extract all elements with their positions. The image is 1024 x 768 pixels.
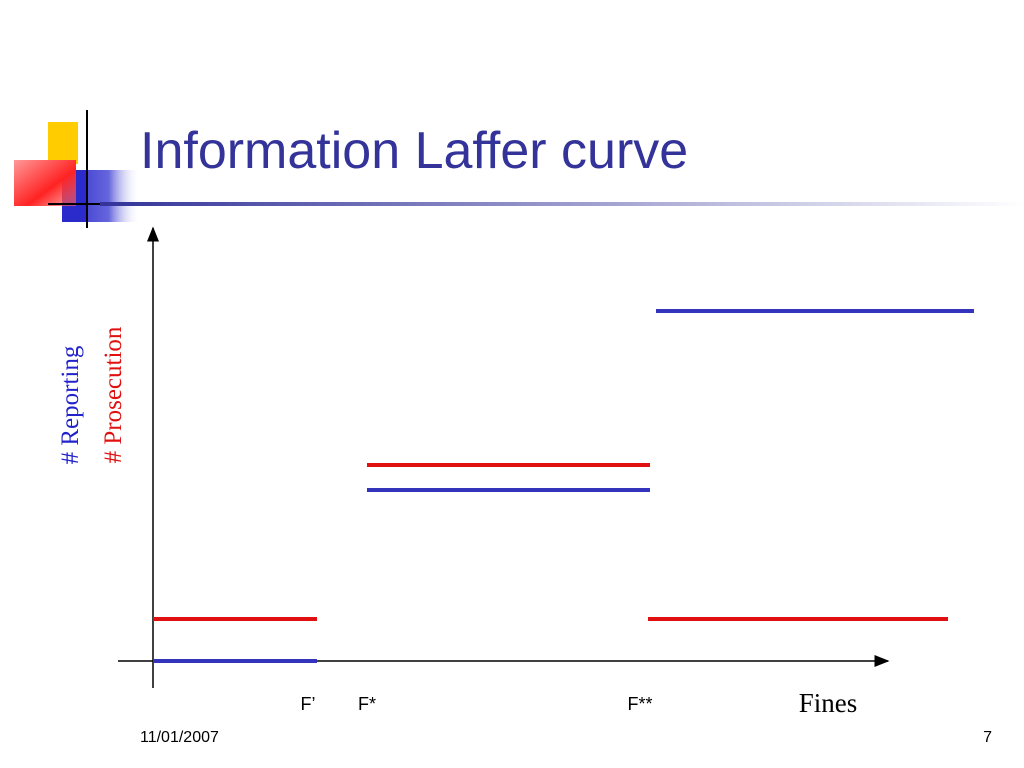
title: Information Laffer curve	[140, 122, 688, 180]
x-marker: F*	[358, 694, 376, 714]
title-rule	[100, 202, 1024, 206]
footer-date: 11/01/2007	[140, 729, 219, 746]
logo	[14, 110, 140, 228]
y-label: # Prosecution	[100, 326, 127, 463]
x-marker: F**	[627, 694, 652, 714]
x-label: Fines	[799, 688, 858, 718]
curves	[153, 309, 974, 663]
x-marker: F’	[301, 694, 316, 714]
page-number: 7	[983, 729, 992, 746]
y-label: # Reporting	[57, 345, 84, 464]
